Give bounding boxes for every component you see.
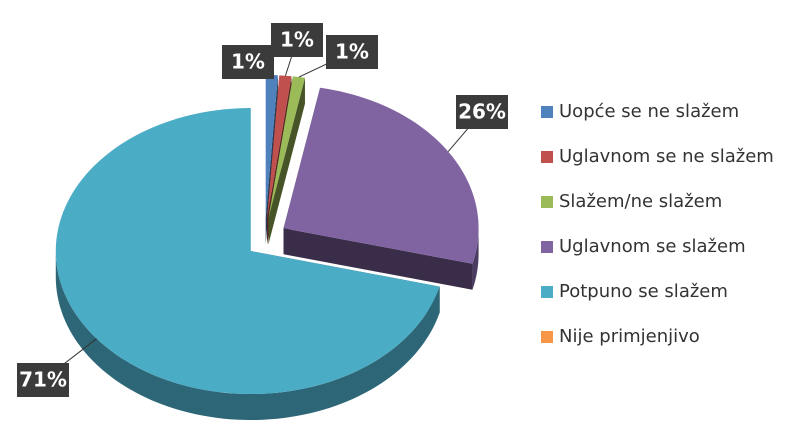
label-box [222,45,274,79]
slice-side [55,251,440,421]
legend-swatch [541,286,553,298]
legend-swatch [541,151,553,163]
slice [55,108,440,395]
label-box [271,23,323,57]
slice [267,75,292,219]
slice [283,87,479,264]
label-box [17,363,69,397]
legend-label: Uglavnom se ne slažem [559,146,774,167]
slice-wall [283,228,473,290]
legend-label: Nije primjenjivo [559,326,700,347]
legend-swatch [541,196,553,208]
legend-label: Slažem/ne slažem [559,191,722,212]
data-label: 1% [280,28,314,52]
slice [268,76,305,219]
legend-label: Uglavnom se slažem [559,236,746,257]
legend-swatch [541,241,553,253]
data-label: 71% [19,368,67,392]
data-label: 26% [458,100,506,124]
label-box [326,35,378,69]
slice-side [472,228,479,290]
legend-label: Uopće se ne slažem [559,101,739,122]
pie-tops [55,75,479,395]
slice-wall [268,77,305,245]
labels: 1% 1% 1% 26% 71% [17,23,508,397]
legend-label: Potpuno se slažem [559,281,728,302]
data-label: 1% [335,40,369,64]
slice [265,75,278,219]
legend-swatch [541,106,553,118]
legend-swatch [541,331,553,343]
data-label: 1% [231,50,265,74]
label-box [456,95,508,129]
